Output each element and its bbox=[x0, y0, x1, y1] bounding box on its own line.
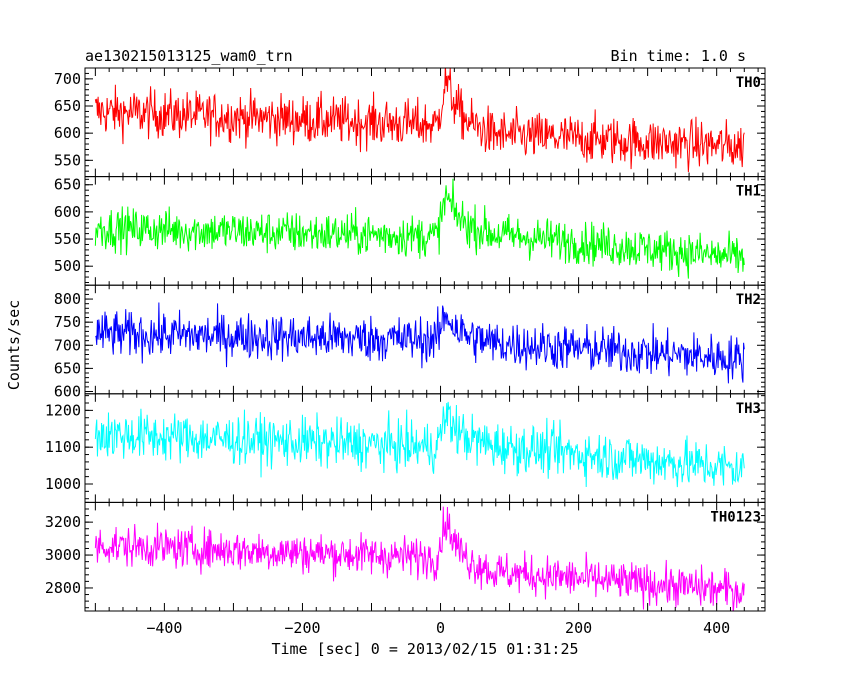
panel-label: TH1 bbox=[736, 184, 761, 200]
panel-label: TH2 bbox=[736, 292, 761, 308]
y-tick-label: 600 bbox=[54, 382, 81, 400]
y-tick-label: 700 bbox=[54, 70, 81, 88]
y-tick-label: 700 bbox=[54, 336, 81, 354]
y-tick-label: 1000 bbox=[45, 475, 81, 493]
series-line-th0 bbox=[94, 68, 745, 173]
y-tick-label: 550 bbox=[54, 230, 81, 248]
y-tick-label: 550 bbox=[54, 151, 81, 169]
x-tick-label: 200 bbox=[565, 619, 592, 637]
panel-th0123: 2800 3000 3200 TH0123 bbox=[45, 501, 766, 612]
panel-th1: 500 550 600 650 TH1 bbox=[54, 176, 766, 286]
y-axis-label: Counts/sec bbox=[5, 300, 23, 390]
panel-th0: 550 600 650 700 TH0 bbox=[54, 67, 766, 178]
x-tick-label: 400 bbox=[703, 619, 730, 637]
y-tick-label: 3200 bbox=[45, 513, 81, 531]
x-axis-tick-labels: −400 −200 0 200 400 bbox=[146, 619, 730, 637]
panel-th2: 600 650 700 750 800 TH2 bbox=[54, 284, 766, 400]
y-tick-label: 3000 bbox=[45, 546, 81, 564]
y-tick-label: 650 bbox=[54, 359, 81, 377]
panel-label: TH0123 bbox=[710, 509, 761, 525]
figure-title: ae130215013125_wam0_trn bbox=[85, 47, 293, 65]
panel-frame bbox=[84, 501, 766, 612]
panels-group: 550 600 650 700 TH0 500 550 600 650 TH1 600 650 700 7… bbox=[45, 67, 766, 612]
x-axis-label: Time [sec] 0 = 2013/02/15 01:31:25 bbox=[271, 640, 578, 658]
y-tick-label: 1100 bbox=[45, 438, 81, 456]
x-tick-label: −200 bbox=[284, 619, 320, 637]
y-tick-label: 650 bbox=[54, 176, 81, 194]
panel-frame bbox=[84, 176, 766, 286]
panel-label: TH3 bbox=[736, 401, 761, 417]
panel-label: TH0 bbox=[736, 75, 761, 91]
y-tick-label: 650 bbox=[54, 97, 81, 115]
y-tick-label: 600 bbox=[54, 124, 81, 142]
y-tick-label: 500 bbox=[54, 257, 81, 275]
x-tick-label: −400 bbox=[146, 619, 182, 637]
series-line-th0123 bbox=[94, 506, 745, 611]
x-tick-label: 0 bbox=[436, 619, 445, 637]
series-line-th1 bbox=[94, 178, 745, 279]
series-line-th2 bbox=[95, 302, 745, 384]
y-tick-label: 800 bbox=[54, 290, 81, 308]
bin-time-label: Bin time: 1.0 s bbox=[611, 47, 746, 65]
series-line-th3 bbox=[94, 401, 745, 488]
panel-th3: 1000 1100 1200 TH3 bbox=[45, 393, 766, 503]
y-tick-label: 1200 bbox=[45, 401, 81, 419]
y-tick-label: 2800 bbox=[45, 579, 81, 597]
y-tick-label: 600 bbox=[54, 203, 81, 221]
y-tick-label: 750 bbox=[54, 313, 81, 331]
